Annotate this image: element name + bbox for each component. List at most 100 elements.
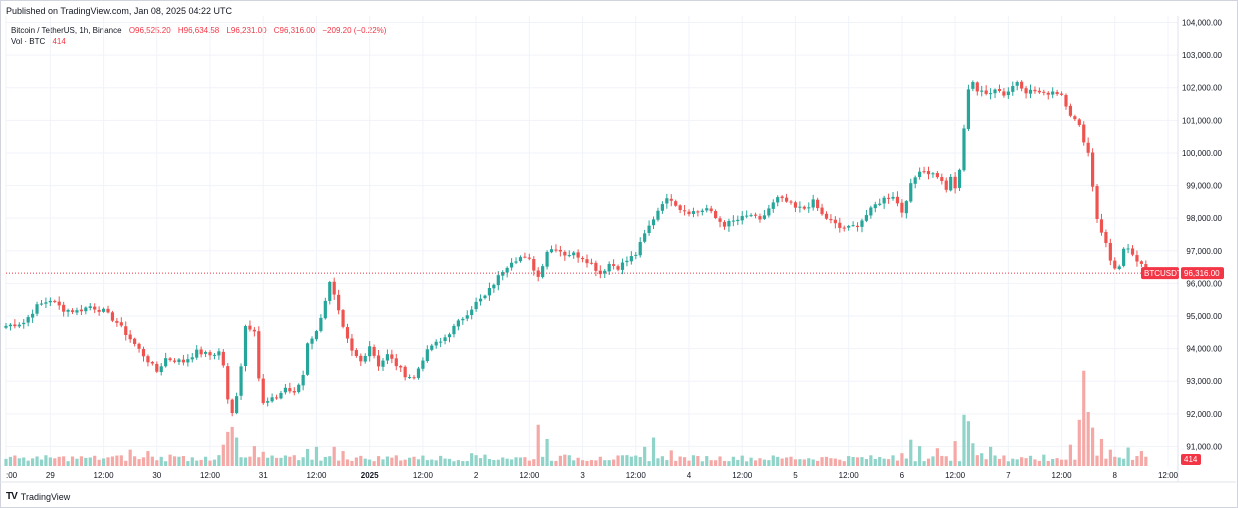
candle-body	[678, 205, 682, 211]
volume-bar	[1113, 456, 1117, 466]
candle-body	[1122, 248, 1126, 266]
open-value: O96,525.20	[128, 26, 171, 35]
volume-bar	[612, 459, 616, 466]
candle-body	[465, 315, 469, 319]
volume-bar	[412, 456, 416, 466]
candle-body	[266, 401, 270, 403]
candle-body	[1028, 89, 1033, 94]
candle-body	[674, 201, 678, 206]
candle-body	[363, 355, 367, 362]
volume-bar	[580, 460, 585, 466]
candle-body	[549, 249, 554, 253]
candle-body	[793, 202, 798, 208]
candle-body	[758, 216, 762, 220]
candle-body	[22, 322, 26, 325]
candle-body	[727, 220, 731, 227]
candle-body	[106, 308, 110, 313]
time-tick-label: 5	[793, 471, 798, 480]
footer-brand[interactable]: TV TradingView	[6, 491, 70, 502]
candle-body	[882, 197, 886, 204]
volume-bar	[283, 455, 288, 466]
volume-bar	[447, 458, 452, 466]
candle-body	[1073, 116, 1077, 120]
volume-bar	[1006, 461, 1010, 466]
candle-body	[88, 306, 92, 308]
volume-bar	[1117, 457, 1121, 466]
time-tick-label: 12:00	[1052, 471, 1073, 480]
candle-body	[594, 262, 598, 271]
volume-bar	[1042, 454, 1046, 466]
candle-body	[731, 220, 735, 222]
candle-body	[26, 317, 30, 323]
volume-bar	[208, 460, 212, 466]
volume-value: 414	[52, 37, 66, 46]
candle-body	[1051, 91, 1055, 95]
volume-bar	[301, 457, 305, 466]
candle-body	[235, 396, 239, 414]
candle-body	[567, 255, 571, 257]
candle-body	[492, 284, 496, 289]
time-tick-label: 7	[1006, 471, 1011, 480]
volume-bar	[869, 455, 873, 466]
candle-body	[851, 225, 855, 227]
candle-body	[297, 384, 301, 393]
price-tick-label: 96,000.00	[1186, 279, 1222, 288]
volume-bars	[4, 370, 1148, 466]
volume-bar	[17, 458, 21, 466]
time-tick-label: 6	[900, 471, 905, 480]
candle-body	[745, 215, 749, 217]
volume-bar	[776, 456, 780, 466]
time-tick-label: 12:00	[413, 471, 434, 480]
volume-bar	[110, 456, 115, 466]
candle-body	[332, 281, 336, 295]
candle-body	[39, 303, 44, 305]
volume-bar	[1144, 456, 1148, 466]
candle-body	[722, 221, 727, 227]
candle-body	[696, 211, 700, 213]
volume-bar	[430, 459, 434, 466]
volume-label[interactable]: Vol · BTC	[11, 37, 46, 46]
candle-body	[212, 354, 217, 356]
volume-bar	[731, 456, 735, 466]
volume-bar	[740, 455, 744, 466]
candle-body	[904, 201, 908, 214]
candle-body	[1113, 260, 1117, 269]
volume-bar	[1068, 444, 1073, 466]
candle-body	[709, 208, 713, 212]
volume-bar	[758, 458, 762, 466]
candle-body	[607, 263, 611, 272]
volume-bar	[297, 460, 301, 466]
volume-bar	[940, 455, 944, 466]
volume-bar	[838, 459, 842, 466]
volume-bar	[798, 459, 802, 466]
symbol-tag-text: BTCUSDT	[1144, 269, 1182, 278]
candle-body	[545, 251, 549, 267]
candle-body	[97, 309, 101, 312]
candle-body	[824, 213, 829, 219]
candle-body	[199, 349, 203, 355]
candle-body	[4, 325, 8, 328]
candle-body	[598, 270, 602, 275]
candle-body	[603, 270, 607, 274]
volume-bar	[572, 460, 576, 466]
price-tick-label: 95,000.00	[1186, 312, 1222, 321]
candle-body	[443, 337, 447, 342]
symbol-label[interactable]: Bitcoin / TetherUS, 1h, Binance	[11, 26, 122, 35]
volume-bar	[186, 461, 190, 466]
candle-body	[940, 177, 944, 182]
candle-body	[682, 210, 687, 212]
volume-bar	[793, 459, 798, 466]
candle-body	[345, 327, 350, 339]
candle-body	[1033, 89, 1037, 92]
time-tick-label: 12:00	[626, 471, 647, 480]
price-tick-label: 100,000.00	[1182, 149, 1223, 158]
brand-name: TradingView	[20, 491, 71, 502]
candle-body	[137, 343, 141, 349]
volume-bar	[807, 458, 811, 466]
candle-body	[749, 215, 753, 217]
candle-body	[656, 210, 660, 220]
time-tick-label: 12:00	[519, 471, 540, 480]
candle-body	[261, 378, 265, 404]
volume-bar	[629, 456, 633, 466]
